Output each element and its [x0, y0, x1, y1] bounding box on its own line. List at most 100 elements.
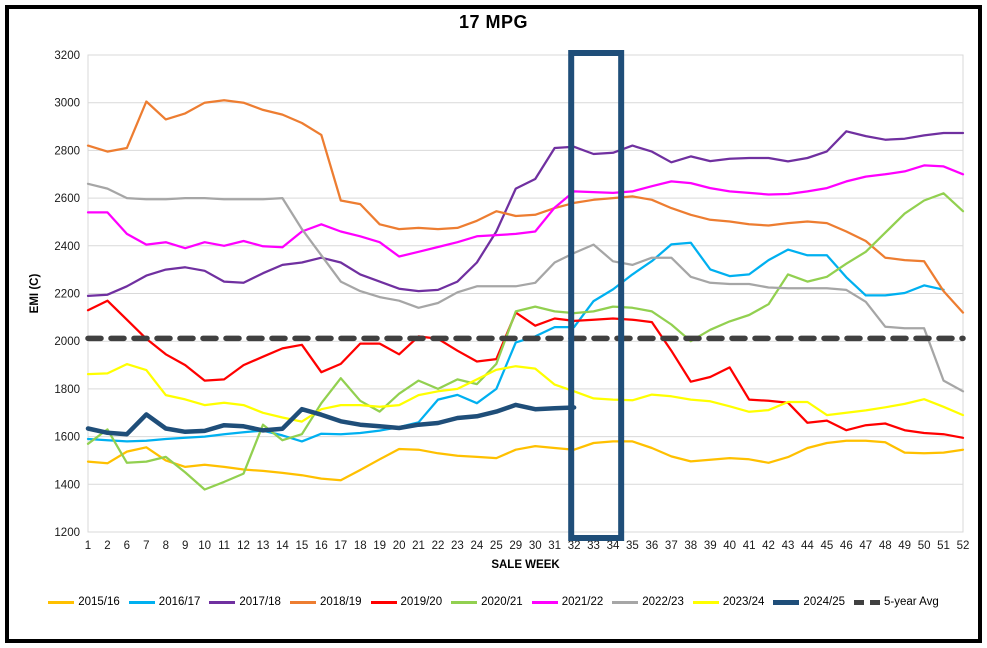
- x-tick-label: 32: [568, 540, 581, 552]
- x-tick-label: 39: [704, 540, 717, 552]
- x-tick-label: 48: [879, 540, 892, 552]
- x-tick-label: 25: [490, 540, 503, 552]
- x-tick-label: 44: [801, 540, 814, 552]
- legend-label: 2019/20: [400, 596, 443, 608]
- legend-swatch: [128, 600, 155, 604]
- x-tick-label: 50: [918, 540, 931, 552]
- legend-swatch: [451, 600, 478, 604]
- legend-label: 2016/17: [158, 596, 201, 608]
- legend-item-2023-24: 2023/24: [692, 596, 765, 608]
- x-tick-label: 19: [373, 540, 386, 552]
- x-tick-label: 46: [840, 540, 853, 552]
- chart-frame-border: [5, 5, 982, 643]
- x-tick-label: 7: [143, 540, 149, 552]
- legend-swatch: [209, 600, 236, 604]
- y-tick-label: 1200: [54, 527, 80, 539]
- series-line-2023-24: [86, 362, 965, 423]
- x-tick-label: 45: [820, 540, 833, 552]
- series-line-2024-25: [85, 402, 577, 437]
- legend-label: 5-year Avg: [884, 596, 939, 608]
- x-tick-label: 30: [529, 540, 542, 552]
- legend-swatch: [773, 599, 800, 605]
- x-tick-label: 18: [354, 540, 367, 552]
- legend-item-2016-17: 2016/17: [128, 596, 201, 608]
- y-tick-label: 2600: [54, 193, 80, 205]
- x-tick-label: 12: [237, 540, 250, 552]
- legend-swatch: [531, 600, 558, 604]
- y-tick-label: 2200: [54, 289, 80, 301]
- x-tick-label: 24: [470, 540, 483, 552]
- series-line-2019-20: [86, 299, 965, 439]
- x-tick-label: 38: [684, 540, 697, 552]
- legend-swatch: [370, 600, 397, 604]
- legend-label: 2018/19: [319, 596, 362, 608]
- highlight-box-weeks-33-34: [568, 50, 625, 541]
- x-tick-label: 22: [432, 540, 445, 552]
- series-line-2015-16: [86, 439, 965, 482]
- x-tick-label: 21: [412, 540, 425, 552]
- legend-label: 2021/22: [561, 596, 604, 608]
- legend-item-2018-19: 2018/19: [289, 596, 362, 608]
- x-tick-label: 14: [276, 540, 289, 552]
- x-tick-label: 33: [587, 540, 600, 552]
- series-line-2017-18: [86, 130, 965, 298]
- x-tick-label: 40: [723, 540, 736, 552]
- legend-swatch: [48, 600, 75, 604]
- y-tick-label: 2400: [54, 241, 80, 253]
- legend-swatch: [854, 599, 880, 605]
- legend-label: 2023/24: [722, 596, 765, 608]
- series-line-2022-23: [86, 182, 965, 393]
- x-tick-label: 34: [607, 540, 620, 552]
- line-chart-plot: 1200 1400 1600 1800 2000 2200 2400 2600 2800 3000…: [29, 50, 970, 571]
- series-line-2020-21: [86, 192, 965, 491]
- legend-item-2020-21: 2020/21: [451, 596, 523, 608]
- legend-item-2022-23: 2022/23: [612, 596, 684, 608]
- legend-item-2015-16: 2015/16: [48, 596, 120, 608]
- x-tick-label: 13: [257, 540, 270, 552]
- x-tick-label: 6: [124, 540, 130, 552]
- y-tick-label: 3000: [54, 98, 80, 110]
- x-tick-label: 29: [509, 540, 522, 552]
- x-tick-label: 16: [315, 540, 328, 552]
- x-tick-label: 37: [665, 540, 678, 552]
- chart-title: 17 MPG: [458, 12, 529, 32]
- legend-label: 2024/25: [803, 596, 845, 608]
- y-axis-label: EMI (C): [29, 274, 41, 314]
- x-tick-label: 2: [104, 540, 110, 552]
- legend-swatch: [612, 600, 639, 604]
- x-tick-label: 35: [626, 540, 639, 552]
- x-tick-label: 1: [85, 540, 91, 552]
- y-tick-label: 1400: [54, 479, 80, 491]
- x-tick-label: 9: [182, 540, 188, 552]
- legend-item-2017-18: 2017/18: [209, 596, 281, 608]
- x-tick-label: 11: [218, 540, 230, 552]
- x-tick-label: 15: [295, 540, 308, 552]
- x-tick-label: 47: [859, 540, 872, 552]
- y-tick-label: 1600: [54, 432, 80, 444]
- legend-label: 2022/23: [642, 596, 684, 608]
- series-line-2018-19: [86, 99, 965, 314]
- x-tick-label: 17: [334, 540, 347, 552]
- x-tick-label: 43: [782, 540, 795, 552]
- x-tick-label: 10: [198, 540, 211, 552]
- x-tick-label: 42: [762, 540, 775, 552]
- x-tick-label: 51: [937, 540, 950, 552]
- y-tick-label: 3200: [54, 50, 80, 62]
- y-tick-label: 2800: [54, 145, 80, 157]
- legend-item-5-year-avg: 5-year Avg: [854, 596, 939, 608]
- series-line-2021-22: [86, 164, 965, 258]
- chart-legend: 2015/16 2016/17 2017/18 2018/19 2019/20 2020/…: [0, 596, 987, 608]
- legend-item-2024-25: 2024/25: [773, 596, 845, 608]
- legend-item-2021-22: 2021/22: [531, 596, 604, 608]
- y-tick-label: 1800: [54, 384, 80, 396]
- series-line-2016-17: [86, 241, 945, 443]
- legend-swatch: [289, 600, 316, 604]
- x-tick-label: 52: [957, 540, 970, 552]
- x-tick-label: 20: [393, 540, 406, 552]
- x-tick-label: 23: [451, 540, 464, 552]
- legend-item-2019-20: 2019/20: [370, 596, 443, 608]
- legend-swatch: [692, 600, 719, 604]
- y-tick-label: 2000: [54, 336, 80, 348]
- x-axis-label: SALE WEEK: [491, 559, 560, 571]
